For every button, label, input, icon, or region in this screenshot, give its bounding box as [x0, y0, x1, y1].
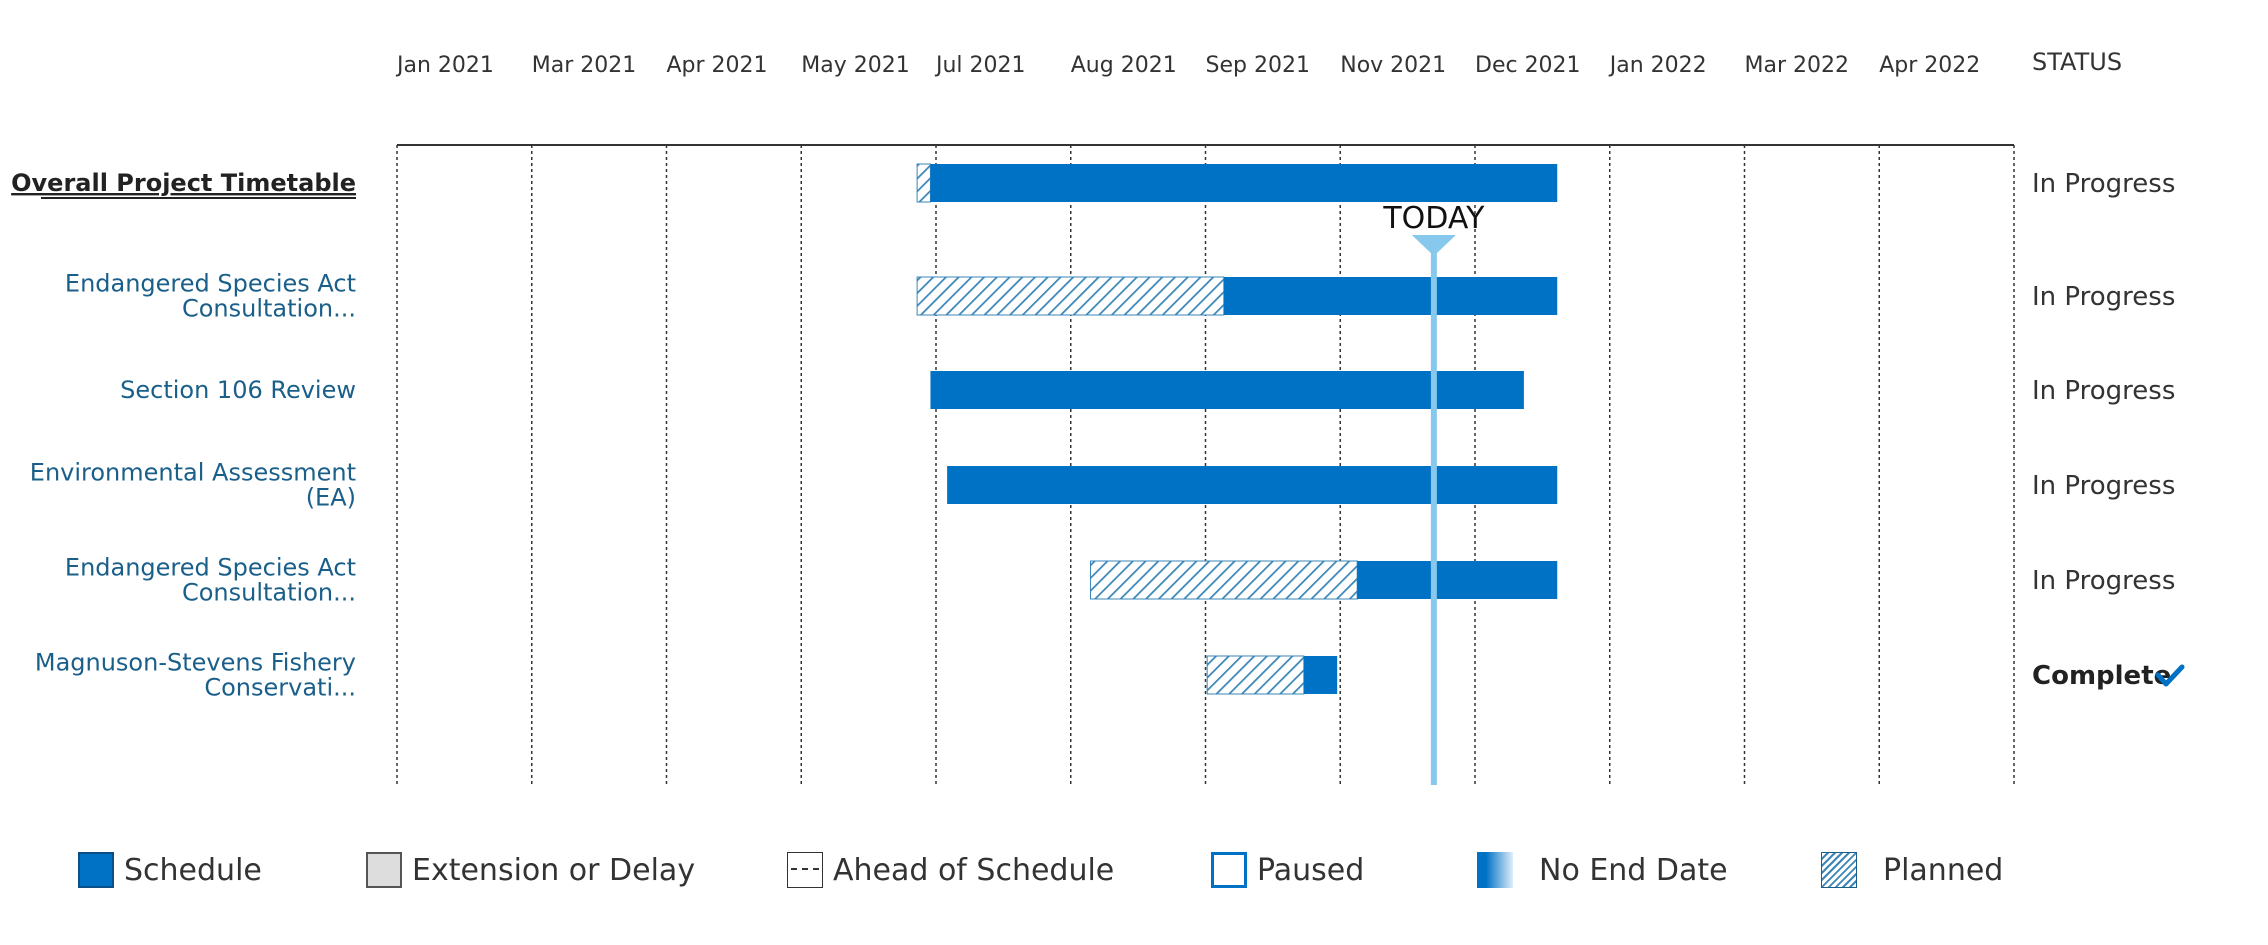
- status-column: In Progress In Progress In Progress In Prog…: [2032, 169, 2185, 691]
- status-text: In Progress: [2032, 566, 2175, 596]
- x-tick-label: Jul 2021: [934, 53, 1026, 78]
- x-tick-label: Dec 2021: [1475, 53, 1581, 78]
- bar-schedule: [1223, 277, 1558, 315]
- x-tick-label: Apr 2022: [1879, 53, 1980, 78]
- x-tick-label: Aug 2021: [1071, 53, 1177, 78]
- legend-label-extension: Extension or Delay: [412, 852, 696, 888]
- check-icon: [2155, 664, 2185, 687]
- row-label: Endangered Species Act Consultation...: [65, 270, 356, 323]
- status-text: In Progress: [2032, 471, 2175, 501]
- bar-schedule: [930, 164, 1558, 202]
- x-tick-label: Nov 2021: [1340, 53, 1446, 78]
- today-triangle-icon: [1411, 235, 1456, 256]
- gridlines: [396, 145, 2015, 785]
- bar-planned: [1089, 560, 1358, 600]
- row-labels: Overall Project Timetable Endangered Spec…: [11, 169, 356, 702]
- bar-schedule: [1303, 656, 1338, 694]
- row-label: Overall Project Timetable: [11, 169, 356, 197]
- legend-swatch-planned: [1821, 852, 1857, 888]
- x-tick-label: Sep 2021: [1206, 53, 1310, 78]
- status-text: In Progress: [2032, 169, 2175, 199]
- status-text: In Progress: [2032, 282, 2175, 312]
- row-label: Section 106 Review: [120, 376, 356, 404]
- bars: [916, 163, 1558, 695]
- legend-swatch-ahead: [787, 852, 823, 888]
- x-tick-label: Mar 2021: [532, 53, 637, 78]
- row-label: Magnuson-Stevens Fishery Conservati...: [35, 649, 356, 702]
- bar-schedule: [947, 466, 1558, 504]
- x-tick-label: Jan 2022: [1608, 53, 1707, 78]
- legend-label-noend: No End Date: [1539, 852, 1728, 888]
- legend-swatch-extension: [366, 852, 402, 888]
- status-header: STATUS: [2032, 48, 2122, 76]
- bar-planned: [1206, 655, 1305, 695]
- status-text: Complete: [2032, 661, 2171, 691]
- legend-label-schedule: Schedule: [124, 852, 262, 888]
- legend-label-ahead: Ahead of Schedule: [833, 852, 1115, 888]
- legend-item-planned: Planned: [1821, 848, 2003, 892]
- bar-schedule: [1357, 561, 1558, 599]
- bar-schedule: [930, 371, 1524, 409]
- x-tick-label: May 2021: [801, 53, 909, 78]
- legend-swatch-noend: [1477, 852, 1513, 888]
- row-label: Endangered Species Act Consultation...: [65, 554, 356, 607]
- status-text: In Progress: [2032, 376, 2175, 406]
- bar-planned: [916, 276, 1225, 316]
- legend: Schedule Extension or Delay Ahead of Sch…: [75, 848, 2225, 892]
- legend-label-planned: Planned: [1883, 852, 2004, 888]
- legend-item-noend: No End Date: [1477, 848, 1728, 892]
- legend-swatch-paused: [1211, 852, 1247, 888]
- today-label: TODAY: [1382, 201, 1485, 236]
- legend-label-paused: Paused: [1257, 852, 1365, 888]
- legend-item-ahead: Ahead of Schedule: [787, 848, 1114, 892]
- legend-swatch-schedule: [78, 852, 114, 888]
- x-tick-label: Mar 2022: [1745, 53, 1850, 78]
- legend-item-schedule: Schedule: [78, 848, 262, 892]
- bar-planned: [916, 163, 931, 203]
- x-axis-labels: Jan 2021 Mar 2021 Apr 2021 May 2021 Jul 2021…: [395, 53, 1980, 78]
- x-tick-label: Jan 2021: [395, 53, 494, 78]
- legend-item-paused: Paused: [1211, 848, 1364, 892]
- row-label: Environmental Assessment (EA): [30, 459, 356, 512]
- x-tick-label: Apr 2021: [667, 53, 768, 78]
- today-marker: TODAY: [1382, 201, 1485, 785]
- legend-item-extension: Extension or Delay: [366, 848, 695, 892]
